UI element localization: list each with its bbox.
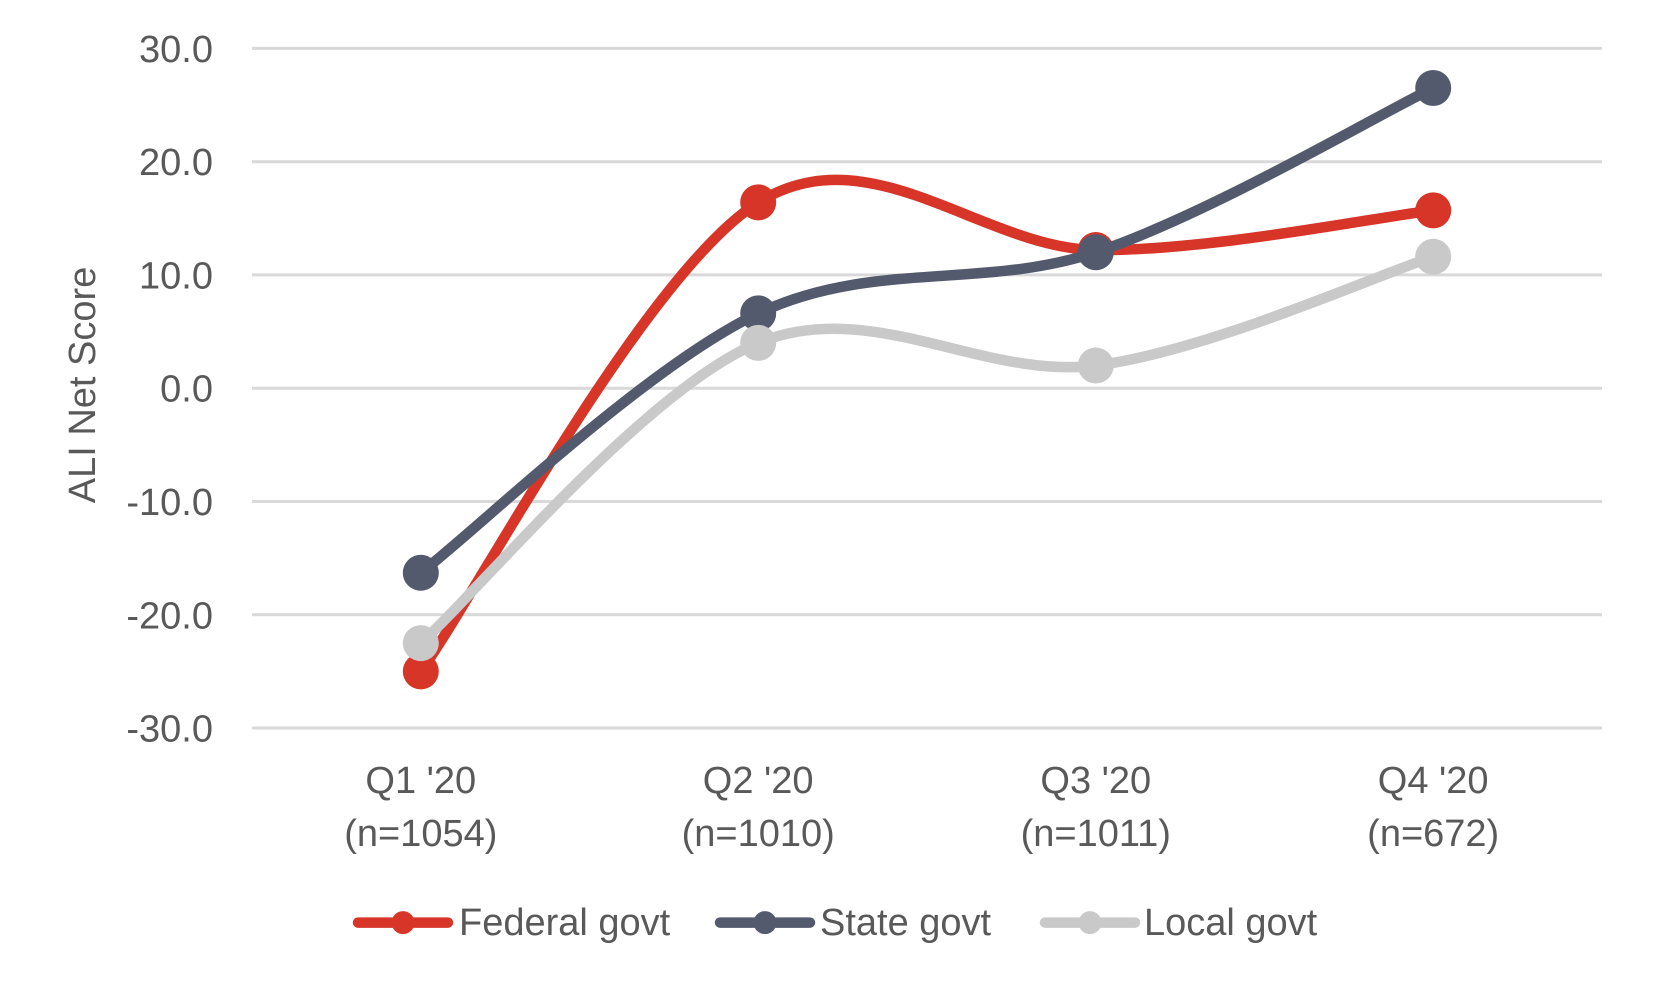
svg-text:(n=1010): (n=1010) <box>682 813 835 855</box>
svg-text:Q2 '20: Q2 '20 <box>703 760 814 802</box>
svg-text:10.0: 10.0 <box>139 255 213 297</box>
svg-text:ALI Net Score: ALI Net Score <box>62 267 104 504</box>
svg-text:-30.0: -30.0 <box>126 709 213 751</box>
svg-text:Q4 '20: Q4 '20 <box>1378 760 1489 802</box>
svg-text:Q3 '20: Q3 '20 <box>1040 760 1151 802</box>
svg-text:(n=672): (n=672) <box>1367 813 1499 855</box>
svg-text:Federal govt: Federal govt <box>459 902 671 944</box>
svg-text:-10.0: -10.0 <box>126 482 213 524</box>
svg-text:(n=1054): (n=1054) <box>344 813 497 855</box>
svg-text:0.0: 0.0 <box>160 369 213 411</box>
svg-text:State govt: State govt <box>820 902 992 944</box>
svg-text:20.0: 20.0 <box>139 142 213 184</box>
svg-text:(n=1011): (n=1011) <box>1021 813 1171 855</box>
svg-text:30.0: 30.0 <box>139 29 213 71</box>
svg-text:-20.0: -20.0 <box>126 595 213 637</box>
svg-text:Q1 '20: Q1 '20 <box>365 760 476 802</box>
svg-text:Local govt: Local govt <box>1144 902 1318 944</box>
